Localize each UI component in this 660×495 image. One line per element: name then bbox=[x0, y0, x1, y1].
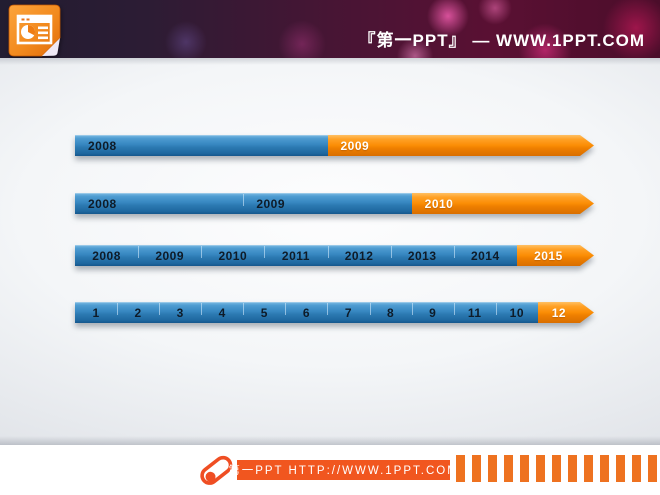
timeline-segment: 2011 bbox=[264, 245, 328, 266]
timeline-segment-label: 5 bbox=[260, 305, 268, 320]
timeline-segment: 2014 bbox=[453, 245, 517, 266]
barcode-bar bbox=[472, 455, 481, 482]
marker-clip-icon bbox=[200, 455, 233, 485]
timeline-segment-label: 2010 bbox=[424, 196, 454, 211]
timeline-bar-4: 1 2 3 4 5 6 7 8 9 11 10 12 bbox=[75, 302, 594, 323]
timeline-segment-label: 2011 bbox=[281, 248, 310, 263]
timeline-segment: 6 bbox=[285, 302, 328, 323]
timeline-segment-label: 2012 bbox=[344, 248, 374, 263]
timeline-segment: 2015 bbox=[517, 245, 594, 266]
barcode-bar bbox=[616, 455, 625, 482]
timeline-segment: 2010 bbox=[412, 193, 594, 214]
timeline-segment: 3 bbox=[159, 302, 202, 323]
barcode bbox=[456, 455, 660, 482]
barcode-bar bbox=[488, 455, 497, 482]
timeline-segment-label: 2 bbox=[134, 305, 142, 320]
footer-banner: 第一PPT HTTP://WWW.1PPT.COM bbox=[0, 445, 660, 495]
barcode-bar bbox=[568, 455, 577, 482]
barcode-bar bbox=[456, 455, 465, 482]
timeline-segment: 2008 bbox=[75, 135, 328, 156]
timeline-segment: 2010 bbox=[201, 245, 265, 266]
timeline-segment: 2 bbox=[117, 302, 160, 323]
timeline-segment-label: 6 bbox=[302, 305, 311, 320]
timeline-segment-label: 2008 bbox=[88, 196, 117, 211]
timeline-segment: 7 bbox=[327, 302, 370, 323]
timeline-segment: 9 bbox=[411, 302, 454, 323]
barcode-bar bbox=[600, 455, 609, 482]
barcode-bar bbox=[584, 455, 593, 482]
barcode-bar bbox=[552, 455, 561, 482]
site-title: 『第一PPT』 — WWW.1PPT.COM bbox=[358, 31, 645, 50]
barcode-bar bbox=[648, 455, 657, 482]
footer-site-label: 第一PPT HTTP://WWW.1PPT.COM bbox=[228, 465, 459, 477]
timeline-segment-label: 2009 bbox=[340, 138, 370, 153]
timeline-segment: 2013 bbox=[390, 245, 454, 266]
timeline-bar-2: 2008 2009 2010 bbox=[75, 193, 594, 214]
timeline-segment-label: 2009 bbox=[256, 196, 286, 211]
timeline-segment-label: 11 bbox=[467, 305, 482, 320]
timeline-segment: 1 bbox=[75, 302, 118, 323]
timeline-segment: 11 bbox=[453, 302, 496, 323]
timeline-segment: 2012 bbox=[327, 245, 391, 266]
timeline-segment-label: 4 bbox=[218, 305, 226, 320]
timeline-bar-1: 2008 2009 bbox=[75, 135, 594, 156]
footer-site-box: 第一PPT HTTP://WWW.1PPT.COM bbox=[228, 460, 457, 480]
timeline-segment-label: 2010 bbox=[218, 248, 248, 263]
timeline-segment-label: 1 bbox=[92, 305, 100, 320]
timeline-segment-label: 2009 bbox=[155, 248, 185, 263]
timeline-segment: 2009 bbox=[243, 193, 412, 214]
timeline-segment-label: 2015 bbox=[534, 248, 563, 263]
timeline-segment: 2009 bbox=[328, 135, 595, 156]
timeline-bar-3: 2008 2009 2010 2011 2012 2013 2014 2015 bbox=[75, 245, 594, 266]
timeline-segment: 10 bbox=[495, 302, 538, 323]
timeline-segment-label: 2008 bbox=[88, 138, 117, 153]
timeline-segment: 2009 bbox=[138, 245, 202, 266]
timeline-segment-label: 10 bbox=[509, 305, 524, 320]
barcode-bar bbox=[632, 455, 641, 482]
timeline-segment-label: 2013 bbox=[407, 248, 437, 263]
timeline-segment: 2008 bbox=[75, 245, 139, 266]
timeline-segment-label: 2014 bbox=[470, 248, 500, 263]
powerpoint-document-icon bbox=[8, 4, 61, 57]
timeline-segment-label: 9 bbox=[429, 305, 437, 320]
barcode-bar bbox=[504, 455, 513, 482]
barcode-bar bbox=[520, 455, 529, 482]
timeline-segment: 5 bbox=[243, 302, 286, 323]
timeline-segment-label: 7 bbox=[344, 305, 353, 320]
timeline-segment-label: 3 bbox=[176, 305, 184, 320]
timeline-segment-label: 8 bbox=[386, 305, 395, 320]
timeline-segment-label: 12 bbox=[551, 305, 567, 320]
timeline-segment: 12 bbox=[538, 302, 594, 323]
timeline-segment: 4 bbox=[201, 302, 244, 323]
header-banner: 『第一PPT』 — WWW.1PPT.COM bbox=[0, 0, 660, 58]
timeline-segment: 2008 bbox=[75, 193, 244, 214]
barcode-bar bbox=[536, 455, 545, 482]
timeline-segment-label: 2008 bbox=[92, 248, 121, 263]
slide-canvas: 2008 2009 2008 2009 2010 2008 2009 2010 2011 2012… bbox=[0, 58, 660, 445]
timeline-segment: 8 bbox=[369, 302, 412, 323]
